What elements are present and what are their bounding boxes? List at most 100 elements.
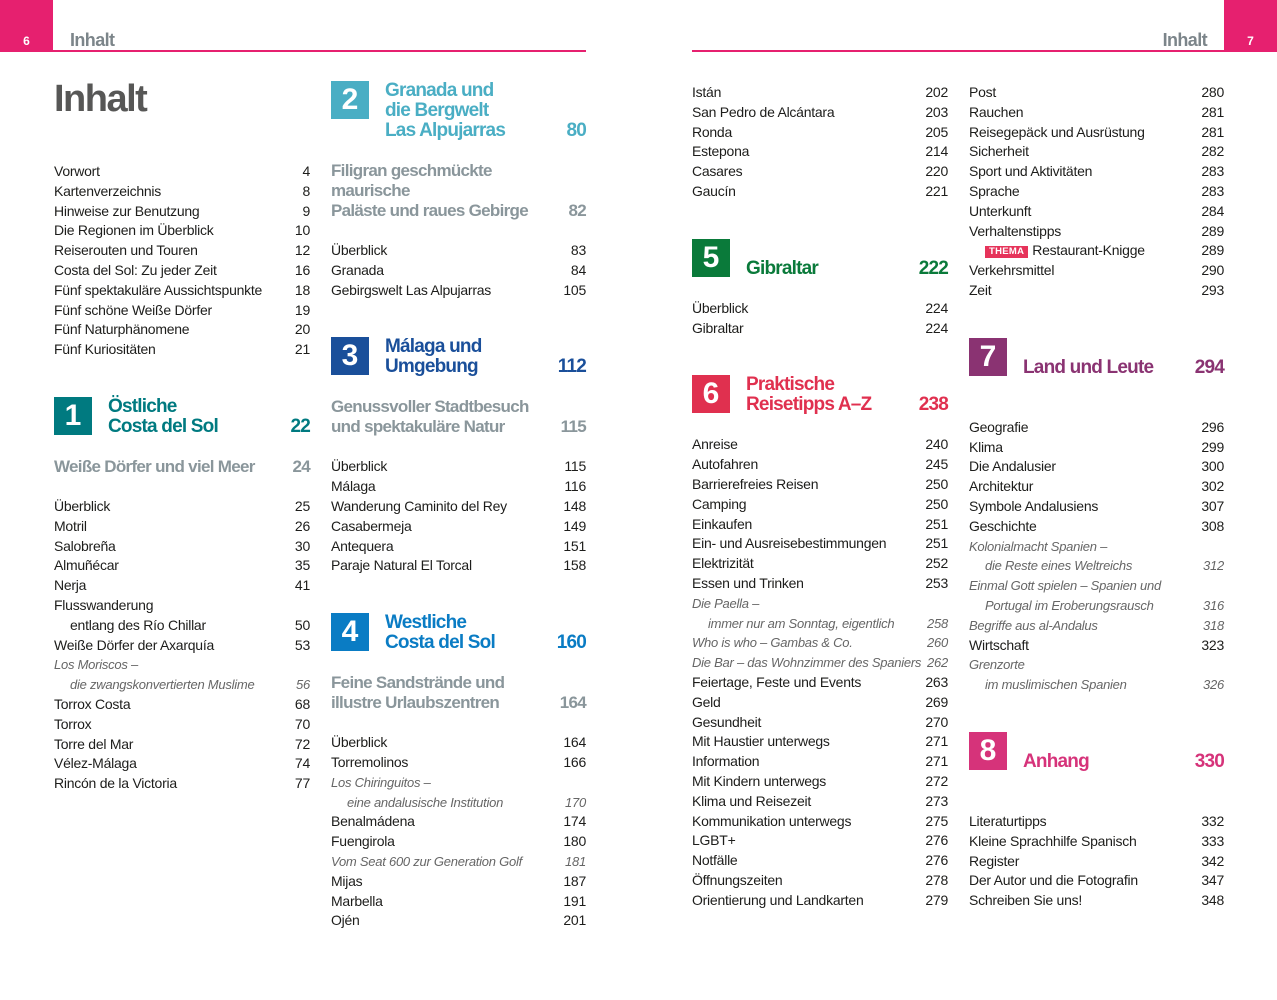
toc-entry[interactable]: Reisegepäck und Ausrüstung 281 xyxy=(969,123,1224,143)
toc-entry[interactable]: Torremolinos 166 xyxy=(331,753,586,773)
toc-entry[interactable]: Gibraltar 224 xyxy=(692,319,948,339)
toc-entry[interactable]: Schreiben Sie uns! 348 xyxy=(969,891,1224,911)
toc-entry[interactable]: Feiertage, Feste und Events 263 xyxy=(692,673,948,693)
toc-entry[interactable]: Gesundheit 270 xyxy=(692,713,948,733)
toc-entry[interactable]: THEMA Restaurant-Knigge 289 xyxy=(969,241,1224,261)
toc-entry[interactable]: Ein- und Ausreisebestimmungen 251 xyxy=(692,534,948,554)
toc-entry[interactable]: LGBT+ 276 xyxy=(692,831,948,851)
toc-entry[interactable]: Symbole Andalusiens 307 xyxy=(969,497,1224,517)
toc-entry[interactable]: Wirtschaft 323 xyxy=(969,636,1224,656)
toc-entry[interactable]: Camping 250 xyxy=(692,495,948,515)
toc-entry[interactable]: immer nur am Sonntag, eigentlich 258 xyxy=(692,614,948,634)
toc-entry[interactable]: Literaturtipps 332 xyxy=(969,812,1224,832)
toc-entry[interactable]: Antequera 151 xyxy=(331,537,586,557)
toc-entry[interactable]: Vélez-Málaga 74 xyxy=(54,754,310,774)
toc-entry[interactable]: Kleine Sprachhilfe Spanisch 333 xyxy=(969,832,1224,852)
toc-entry[interactable]: Casabermeja 149 xyxy=(331,517,586,537)
toc-entry[interactable]: Überblick 224 xyxy=(692,299,948,319)
toc-entry[interactable]: Los Chiringuitos – xyxy=(331,773,586,793)
toc-entry[interactable]: Casares 220 xyxy=(692,162,948,182)
toc-entry[interactable]: Überblick 83 xyxy=(331,241,586,261)
toc-entry[interactable]: Kommunikation unterwegs 275 xyxy=(692,812,948,832)
toc-entry[interactable]: Mit Kindern unterwegs 272 xyxy=(692,772,948,792)
toc-entry[interactable]: Notfälle 276 xyxy=(692,851,948,871)
chapter-heading[interactable]: 4 Westliche Costa del Sol 160 xyxy=(331,613,587,653)
toc-entry[interactable]: die Reste eines Weltreichs 312 xyxy=(969,556,1224,576)
toc-entry[interactable]: Essen und Trinken 253 xyxy=(692,574,948,594)
toc-entry[interactable]: Verhaltenstipps 289 xyxy=(969,222,1224,242)
toc-entry[interactable]: Vom Seat 600 zur Generation Golf 181 xyxy=(331,852,586,872)
toc-entry[interactable]: Unterkunft 284 xyxy=(969,202,1224,222)
chapter-heading[interactable]: 1 Östliche Costa del Sol 22 xyxy=(54,396,311,437)
toc-entry[interactable]: Granada 84 xyxy=(331,261,586,281)
toc-entry[interactable]: Who is who – Gambas & Co. 260 xyxy=(692,633,948,653)
chapter-heading[interactable]: 8 Anhang 330 xyxy=(969,731,1225,772)
toc-entry[interactable]: Überblick 115 xyxy=(331,457,586,477)
toc-entry[interactable]: Überblick 164 xyxy=(331,733,586,753)
toc-entry[interactable]: Hinweise zur Benutzung 9 xyxy=(54,202,310,222)
toc-entry[interactable]: Kolonialmacht Spanien – xyxy=(969,537,1224,557)
toc-entry[interactable]: San Pedro de Alcántara 203 xyxy=(692,103,948,123)
toc-entry[interactable]: Orientierung und Landkarten 279 xyxy=(692,891,948,911)
toc-entry[interactable]: Los Moriscos – xyxy=(54,655,310,675)
toc-entry[interactable]: Verkehrsmittel 290 xyxy=(969,261,1224,281)
toc-entry[interactable]: Fuengirola 180 xyxy=(331,832,586,852)
toc-entry[interactable]: Salobreña 30 xyxy=(54,537,310,557)
toc-entry[interactable]: Die Andalusier 300 xyxy=(969,457,1224,477)
chapter-heading[interactable]: 6 Praktische Reisetipps A–Z 238 xyxy=(692,375,949,415)
toc-entry[interactable]: Fünf Kuriositäten 21 xyxy=(54,340,310,360)
toc-entry[interactable]: Istán 202 xyxy=(692,83,948,103)
toc-entry[interactable]: Rauchen 281 xyxy=(969,103,1224,123)
toc-entry[interactable]: Kartenverzeichnis 8 xyxy=(54,182,310,202)
toc-entry[interactable]: Rincón de la Victoria 77 xyxy=(54,774,310,794)
chapter-heading[interactable]: 2 Granada und die Bergwelt Las Alpujarras 80 xyxy=(331,81,587,141)
toc-entry[interactable]: Mijas 187 xyxy=(331,872,586,892)
toc-entry[interactable]: Nerja 41 xyxy=(54,576,310,596)
toc-entry[interactable]: Klima 299 xyxy=(969,438,1224,458)
chapter-heading[interactable]: 7 Land und Leute 294 xyxy=(969,337,1225,378)
toc-entry[interactable]: Torrox Costa 68 xyxy=(54,695,310,715)
toc-entry[interactable]: Fünf spektakuläre Aussichtspunkte 18 xyxy=(54,281,310,301)
toc-entry[interactable]: Vorwort 4 xyxy=(54,162,310,182)
toc-entry[interactable]: Einmal Gott spielen – Spanien und xyxy=(969,576,1224,596)
toc-entry[interactable]: Autofahren 245 xyxy=(692,455,948,475)
toc-entry[interactable]: Weiße Dörfer der Axarquía 53 xyxy=(54,636,310,656)
toc-entry[interactable]: Reiserouten und Touren 12 xyxy=(54,241,310,261)
toc-entry[interactable]: die zwangskonvertierten Muslime 56 xyxy=(54,675,310,695)
toc-entry[interactable]: Fünf Naturphänomene 20 xyxy=(54,320,310,340)
toc-entry[interactable]: Barrierefreies Reisen 250 xyxy=(692,475,948,495)
toc-entry[interactable]: Marbella 191 xyxy=(331,892,586,912)
toc-entry[interactable]: Anreise 240 xyxy=(692,435,948,455)
toc-entry[interactable]: Die Bar – das Wohnzimmer des Spaniers 262 xyxy=(692,653,948,673)
toc-entry[interactable]: Sicherheit 282 xyxy=(969,142,1224,162)
toc-entry[interactable]: Öffnungszeiten 278 xyxy=(692,871,948,891)
toc-entry[interactable]: Motril 26 xyxy=(54,517,310,537)
toc-entry[interactable]: entlang des Río Chillar 50 xyxy=(54,616,310,636)
toc-entry[interactable]: Geschichte 308 xyxy=(969,517,1224,537)
toc-entry[interactable]: Málaga 116 xyxy=(331,477,586,497)
toc-entry[interactable]: Estepona 214 xyxy=(692,142,948,162)
toc-entry[interactable]: Geld 269 xyxy=(692,693,948,713)
toc-entry[interactable]: Grenzorte xyxy=(969,655,1224,675)
toc-entry[interactable]: Architektur 302 xyxy=(969,477,1224,497)
toc-entry[interactable]: Benalmádena 174 xyxy=(331,812,586,832)
toc-entry[interactable]: Elektrizität 252 xyxy=(692,554,948,574)
toc-entry[interactable]: Register 342 xyxy=(969,852,1224,872)
toc-entry[interactable]: Der Autor und die Fotografin 347 xyxy=(969,871,1224,891)
toc-entry[interactable]: Die Paella – xyxy=(692,594,948,614)
toc-entry[interactable]: Wanderung Caminito del Rey 148 xyxy=(331,497,586,517)
toc-entry[interactable]: Portugal im Eroberungsrausch 316 xyxy=(969,596,1224,616)
toc-entry[interactable]: Information 271 xyxy=(692,752,948,772)
toc-entry[interactable]: Flusswanderung xyxy=(54,596,310,616)
toc-entry[interactable]: Begriffe aus al-Andalus 318 xyxy=(969,616,1224,636)
toc-entry[interactable]: Gebirgswelt Las Alpujarras 105 xyxy=(331,281,586,301)
toc-entry[interactable]: Klima und Reisezeit 273 xyxy=(692,792,948,812)
toc-entry[interactable]: Costa del Sol: Zu jeder Zeit 16 xyxy=(54,261,310,281)
toc-entry[interactable]: Sprache 283 xyxy=(969,182,1224,202)
toc-entry[interactable]: Sport und Aktivitäten 283 xyxy=(969,162,1224,182)
toc-entry[interactable]: Paraje Natural El Torcal 158 xyxy=(331,556,586,576)
toc-entry[interactable]: Almuñécar 35 xyxy=(54,556,310,576)
toc-entry[interactable]: Fünf schöne Weiße Dörfer 19 xyxy=(54,301,310,321)
toc-entry[interactable]: Gaucín 221 xyxy=(692,182,948,202)
toc-entry[interactable]: im muslimischen Spanien 326 xyxy=(969,675,1224,695)
